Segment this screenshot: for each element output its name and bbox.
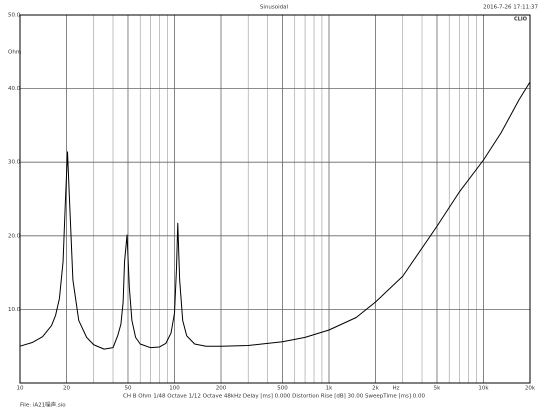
brand: CLIO [514,17,527,23]
y-axis-label: Ohm [8,50,21,56]
x-tick-label: 500 [277,386,288,392]
x-tick-label: 2k [372,386,379,392]
chart-title: Sinusoidal [260,5,289,11]
x-tick-label: 20 [63,386,70,392]
y-tick-label: 50.0 [8,13,21,19]
y-tick-label: 10.0 [8,307,21,313]
x-axis-label: Hz [392,386,399,392]
y-tick-label: 30.0 [8,160,21,166]
timestamp: 2016-7-26 17:11:37 [483,5,538,11]
y-tick-label: 20.0 [8,233,21,239]
x-tick-label: 5k [434,386,441,392]
x-tick-label: 10k [478,386,489,392]
x-tick-label: 50 [124,386,131,392]
footer: CH B Ohm 1/48 Octave 1/12 Octave 48kHz D… [123,394,425,400]
x-tick-label: 10 [17,386,24,392]
plot-frame [19,14,531,384]
impedance-curve [19,81,531,350]
x-tick-label: 20k [525,386,536,392]
x-tick-label: 1k [326,386,333,392]
x-tick-label: 100 [169,386,180,392]
x-tick-label: 200 [216,386,227,392]
y-tick-label: 40.0 [8,86,21,92]
file-name: File: iA21噪声.sio [20,401,66,409]
